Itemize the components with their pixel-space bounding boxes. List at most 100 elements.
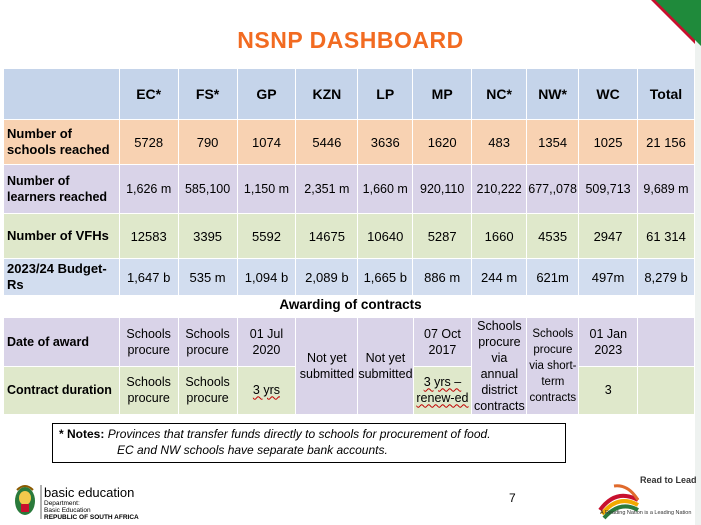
table-cell: 12583 xyxy=(118,213,179,259)
contracts-heading: Awarding of contracts xyxy=(279,297,422,312)
merged-cell-lp: Not yet submitted xyxy=(357,317,414,415)
notes-line-2: EC and NW schools have separate bank acc… xyxy=(59,442,559,458)
table-cell: 1660 xyxy=(471,213,528,259)
table-cell: 244 m xyxy=(471,258,528,296)
table-cell: 1074 xyxy=(236,119,297,165)
table-cell: 5446 xyxy=(295,119,359,165)
table-cell: 14675 xyxy=(295,213,359,259)
row-label: Date of award xyxy=(3,317,120,367)
table-cell: 21 156 xyxy=(637,119,695,165)
row-label: Contract duration xyxy=(3,365,120,415)
table-cell-empty xyxy=(637,365,695,415)
col-header: MP xyxy=(412,68,473,120)
notes-label: * Notes: xyxy=(59,427,105,441)
table-header-row: EC* FS* GP KZN LP MP NC* NW* WC Total xyxy=(3,68,695,120)
merged-cell-nc: Schools procure via annual district cont… xyxy=(471,317,528,415)
table-cell: 920,110 xyxy=(412,164,473,214)
table-cell: 1,647 b xyxy=(118,258,179,296)
table-cell: Schools procure xyxy=(118,365,179,415)
table-row: Number of learners reached 1,626 m 585,1… xyxy=(3,164,695,214)
table-cell: 3395 xyxy=(177,213,238,259)
page-title: NSNP DASHBOARD xyxy=(237,27,464,53)
table-cell: 1,150 m xyxy=(236,164,297,214)
row-label: Number of schools reached xyxy=(3,119,120,165)
table-row: Date of award Schools procure Schools pr… xyxy=(3,317,695,415)
table-cell: 483 xyxy=(471,119,528,165)
department-details: Department: Basic Education REPUBLIC OF … xyxy=(44,500,139,521)
col-header: LP xyxy=(357,68,414,120)
table-row: Number of VFHs 12583 3395 5592 14675 106… xyxy=(3,213,695,259)
col-header: NW* xyxy=(526,68,580,120)
table-row: 2023/24 Budget-Rs 1,647 b 535 m 1,094 b … xyxy=(3,258,695,296)
table-cell: 1,626 m xyxy=(118,164,179,214)
col-header: NC* xyxy=(471,68,528,120)
table-cell: 61 314 xyxy=(637,213,695,259)
table-row: Contract duration Schools procure School… xyxy=(3,365,695,415)
row-label: 2023/24 Budget-Rs xyxy=(3,258,120,296)
cell-text: 3 yrs xyxy=(252,383,280,398)
table-cell: 2,089 b xyxy=(295,258,359,296)
table-cell: 2947 xyxy=(578,213,639,259)
table-cell: 2,351 m xyxy=(295,164,359,214)
table-cell: 621m xyxy=(526,258,580,296)
row-label: Number of VFHs xyxy=(3,213,120,259)
table-cell: 1,665 b xyxy=(357,258,414,296)
table-cell: 5287 xyxy=(412,213,473,259)
table-cell: 01 Jul 2020 xyxy=(236,317,297,367)
col-header: EC* xyxy=(118,68,179,120)
col-header: GP xyxy=(236,68,297,120)
merged-cell-nw: Schools procure via short-term contracts xyxy=(526,317,580,415)
department-line-2: Basic Education xyxy=(44,507,91,514)
col-header: Total xyxy=(637,68,695,120)
read-to-lead-logo-icon xyxy=(598,484,640,520)
notes-line-1: * Notes: Provinces that transfer funds d… xyxy=(59,426,559,442)
col-header: KZN xyxy=(295,68,359,120)
notes-text-2: EC and NW schools have separate bank acc… xyxy=(117,443,388,457)
table-cell: 9,689 m xyxy=(637,164,695,214)
coat-of-arms-icon xyxy=(15,485,42,519)
table-cell: 10640 xyxy=(357,213,414,259)
table-cell: 585,100 xyxy=(177,164,238,214)
table-cell: 497m xyxy=(578,258,639,296)
table-cell: 07 Oct 2017 xyxy=(412,317,473,367)
table-cell-empty xyxy=(637,317,695,367)
table-cell: 5728 xyxy=(118,119,179,165)
table-cell: 1354 xyxy=(526,119,580,165)
table-cell: 535 m xyxy=(177,258,238,296)
row-label: Number of learners reached xyxy=(3,164,120,214)
table-cell: 01 Jan 2023 xyxy=(578,317,639,367)
col-header: FS* xyxy=(177,68,238,120)
contracts-table: Date of award Schools procure Schools pr… xyxy=(3,317,695,415)
header-blank xyxy=(3,68,120,120)
table-cell: 8,279 b xyxy=(637,258,695,296)
table-cell: Schools procure xyxy=(177,317,238,367)
merged-cell-kzn: Not yet submitted xyxy=(295,317,359,415)
table-cell: 1,660 m xyxy=(357,164,414,214)
table-cell: 3636 xyxy=(357,119,414,165)
table-row: Number of schools reached 5728 790 1074 … xyxy=(3,119,695,165)
table-cell: 509,713 xyxy=(578,164,639,214)
page-number: 7 xyxy=(509,491,516,505)
table-cell: Schools procure xyxy=(177,365,238,415)
table-cell: 1025 xyxy=(578,119,639,165)
read-to-lead-tagline: A Reading Nation is a Leading Nation xyxy=(600,510,692,516)
table-cell: 3 yrs xyxy=(236,365,297,415)
table-cell: Schools procure xyxy=(118,317,179,367)
table-cell: 210,222 xyxy=(471,164,528,214)
side-stripe xyxy=(695,0,701,525)
table-cell: 1,094 b xyxy=(236,258,297,296)
read-to-lead-title: Read to Lead xyxy=(640,475,697,485)
department-line-1: Department: xyxy=(44,500,80,507)
col-header: WC xyxy=(578,68,639,120)
table-cell: 3 yrs – renew-ed xyxy=(412,365,473,415)
department-name: basic education xyxy=(44,485,135,500)
table-cell: 1620 xyxy=(412,119,473,165)
notes-box: * Notes: Provinces that transfer funds d… xyxy=(52,423,566,463)
cell-text: 3 yrs – renew-ed xyxy=(416,375,469,406)
table-cell: 5592 xyxy=(236,213,297,259)
table-cell: 886 m xyxy=(412,258,473,296)
dashboard-table: EC* FS* GP KZN LP MP NC* NW* WC Total Nu… xyxy=(3,68,695,296)
notes-text-1: Provinces that transfer funds directly t… xyxy=(107,427,491,441)
table-cell: 790 xyxy=(177,119,238,165)
table-cell: 677,,078 xyxy=(526,164,580,214)
